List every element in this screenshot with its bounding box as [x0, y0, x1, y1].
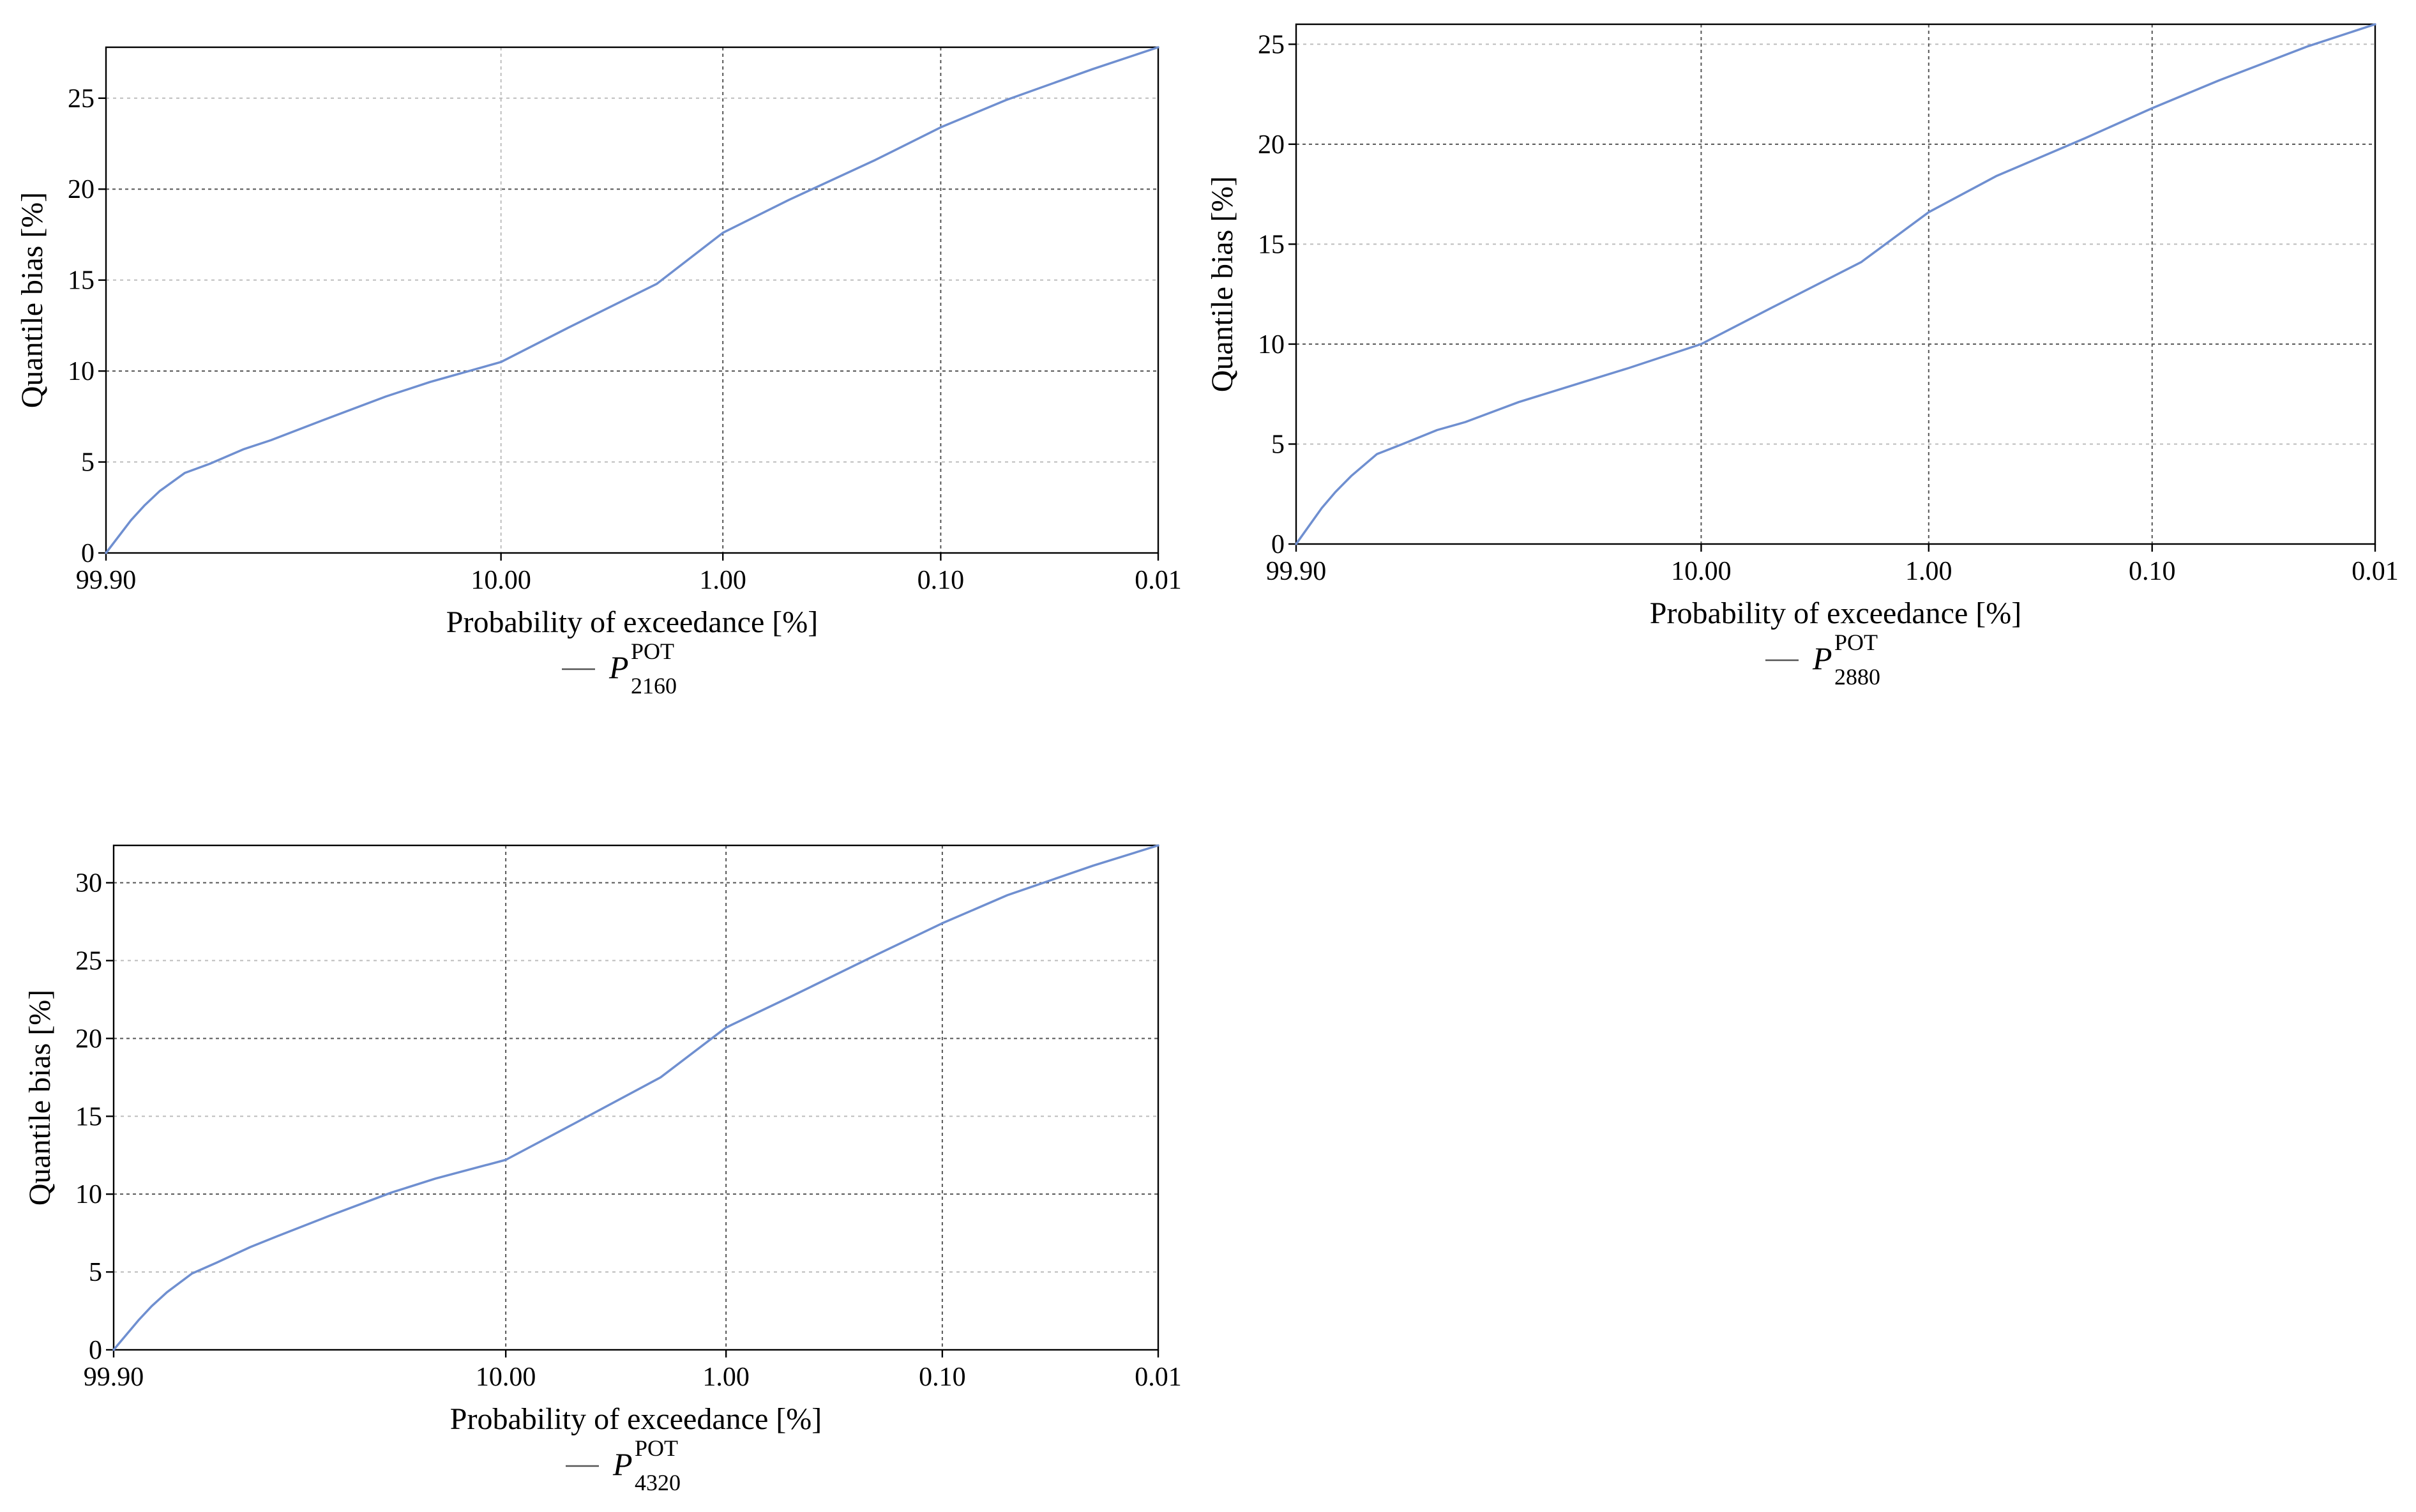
chart-2: 0 5 10 15 20 25 99.90 10.00 1.00 0.10 0.01 Probabil…	[1205, 23, 2399, 690]
legend-label-sup: POT	[635, 1435, 678, 1461]
y-tick-label: 15	[75, 1102, 102, 1131]
y-tick-label: 5	[1271, 430, 1285, 459]
plot-frame	[112, 844, 1159, 1351]
y-tick-label: 15	[1258, 230, 1285, 259]
x-tick-label: 0.10	[917, 566, 965, 595]
y-tick-label: 25	[1258, 30, 1285, 59]
y-tick-label: 5	[81, 448, 94, 478]
x-tick-label: 0.01	[1135, 566, 1182, 595]
legend-label-sub: 2160	[631, 673, 677, 699]
y-tick-label: 5	[89, 1258, 102, 1287]
y-tick-label: 20	[75, 1024, 102, 1054]
y-tick-label: 20	[1258, 130, 1285, 160]
y-tick-label: 0	[1271, 530, 1285, 559]
y-axis-label: Quantile bias [%]	[1205, 176, 1239, 393]
plot-frame	[1295, 23, 2376, 545]
x-tick-label: 10.00	[1671, 557, 1732, 586]
x-axis-label: Probability of exceedance [%]	[1650, 596, 2021, 630]
legend-label: P	[612, 1446, 633, 1482]
y-tick-label: 0	[89, 1336, 102, 1365]
x-tick-label: 10.00	[471, 566, 531, 595]
legend-label-sub: 4320	[635, 1470, 681, 1495]
y-tick-label: 10	[1258, 330, 1285, 359]
x-tick-label: 0.01	[1135, 1363, 1182, 1392]
y-tick-label: 25	[75, 946, 102, 976]
x-tick-label: 99.90	[76, 566, 137, 595]
y-tick-label: 30	[75, 869, 102, 898]
plot-frame	[105, 46, 1159, 554]
legend-label-sup: POT	[1834, 630, 1878, 655]
x-tick-label: 1.00	[699, 566, 746, 595]
x-tick-label: 1.00	[1905, 557, 1952, 586]
x-axis-label: Probability of exceedance [%]	[446, 605, 818, 639]
y-tick-label: 10	[75, 1180, 102, 1209]
legend-label: P	[608, 649, 629, 685]
series-line	[1295, 23, 2376, 545]
x-tick-label: 99.90	[84, 1363, 144, 1392]
y-tick-label: 10	[68, 357, 94, 386]
y-tick-label: 25	[68, 84, 94, 114]
x-tick-label: 10.00	[476, 1363, 536, 1392]
legend-label-sup: POT	[631, 639, 674, 664]
legend-label: P	[1812, 640, 1832, 676]
x-tick-label: 0.10	[2129, 557, 2176, 586]
legend-label-sub: 2880	[1834, 664, 1880, 690]
series-line	[105, 46, 1159, 554]
y-tick-label: 0	[81, 539, 94, 568]
chart-3: 0 5 10 15 20 25 30 99.90 10.00 1.00 0.10 0.01 Probab…	[23, 844, 1182, 1495]
x-tick-label: 0.10	[919, 1363, 966, 1392]
chart-1: 0 5 10 15 20 25 99.90 10.00 1.00 0.10 0.01 Probabil…	[15, 46, 1182, 699]
y-tick-label: 15	[68, 266, 94, 296]
x-tick-label: 99.90	[1266, 557, 1327, 586]
y-axis-label: Quantile bias [%]	[15, 192, 49, 409]
series-line	[112, 844, 1159, 1351]
y-tick-label: 20	[68, 175, 94, 204]
x-tick-label: 0.01	[2352, 557, 2399, 586]
x-tick-label: 1.00	[702, 1363, 750, 1392]
x-axis-label: Probability of exceedance [%]	[450, 1402, 822, 1436]
y-axis-label: Quantile bias [%]	[23, 990, 57, 1206]
